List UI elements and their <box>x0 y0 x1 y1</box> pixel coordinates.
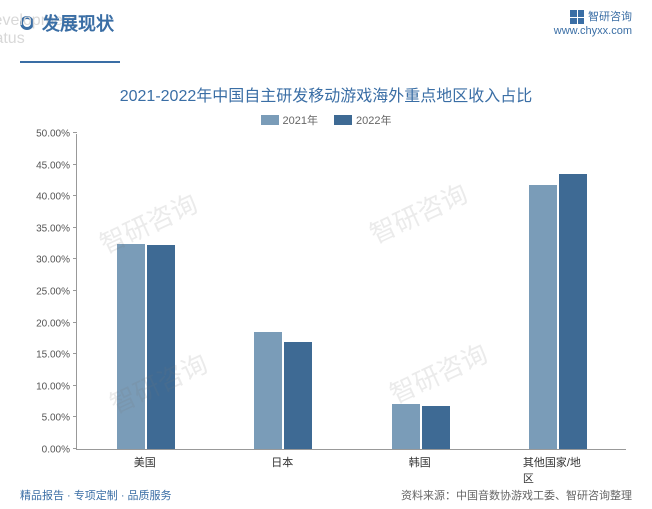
legend-swatch <box>334 115 352 125</box>
x-tick-label: 韩国 <box>409 454 431 470</box>
y-tick-label: 5.00% <box>42 413 70 424</box>
x-tick-label: 美国 <box>134 454 156 470</box>
bar <box>147 245 175 449</box>
y-axis: 0.00%5.00%10.00%15.00%20.00%25.00%30.00%… <box>26 134 76 450</box>
footer: 精品报告 · 专项定制 · 品质服务 资料来源：中国音数协游戏工委、智研咨询整理 <box>20 487 632 503</box>
bar <box>559 174 587 449</box>
chart-area: 0.00% 5.00% 10.00% 15.00% 20.00% 25.00% 30.00%… <box>26 134 626 474</box>
x-tick-label: 其他国家/地区 <box>523 454 592 486</box>
y-tick-label: 30.00% <box>36 255 70 266</box>
x-axis: 美国日本韩国其他国家/地区 <box>76 450 626 474</box>
brand-url: www.chyxx.com <box>554 24 632 38</box>
y-tick-label: 25.00% <box>36 287 70 298</box>
legend-item: 2021年 <box>261 112 318 128</box>
header-title-cn: 发展现状 <box>42 10 114 36</box>
y-tick-label: 20.00% <box>36 318 70 329</box>
y-tick-label: 15.00% <box>36 350 70 361</box>
header-underline <box>20 61 120 63</box>
bar-group <box>117 244 175 449</box>
legend-item: 2022年 <box>334 112 391 128</box>
legend-label: 2021年 <box>283 112 318 128</box>
legend: 2021年 2022年 <box>20 112 632 128</box>
y-tick-label: 0.00% <box>42 445 70 456</box>
legend-label: 2022年 <box>356 112 391 128</box>
y-tick-label: 50.00% <box>36 129 70 140</box>
bar <box>254 332 282 449</box>
bar <box>117 244 145 449</box>
header-left: Development status 发展现状 <box>20 10 114 36</box>
plot-area <box>76 134 626 450</box>
y-tick-label: 35.00% <box>36 223 70 234</box>
chart-title: 2021-2022年中国自主研发移动游戏海外重点地区收入占比 <box>20 82 632 106</box>
bar-group <box>254 332 312 449</box>
y-tick-label: 45.00% <box>36 160 70 171</box>
y-tick-label: 10.00% <box>36 381 70 392</box>
legend-swatch <box>261 115 279 125</box>
bar <box>529 185 557 449</box>
bar-group <box>529 174 587 449</box>
footer-right: 资料来源：中国音数协游戏工委、智研咨询整理 <box>401 487 632 503</box>
bar <box>392 404 420 450</box>
y-tick-label: 40.00% <box>36 192 70 203</box>
brand-name: 智研咨询 <box>588 10 632 24</box>
bar-group <box>392 404 450 450</box>
bar <box>422 406 450 449</box>
bar <box>284 342 312 449</box>
header: Development status 发展现状 智研咨询 www.chyxx.c… <box>20 10 632 50</box>
brand-block: 智研咨询 www.chyxx.com <box>554 10 632 39</box>
brand-logo-icon <box>570 10 584 24</box>
x-tick-label: 日本 <box>271 454 293 470</box>
chart-card: Development status 发展现状 智研咨询 www.chyxx.c… <box>0 0 652 509</box>
footer-left: 精品报告 · 专项定制 · 品质服务 <box>20 487 172 503</box>
